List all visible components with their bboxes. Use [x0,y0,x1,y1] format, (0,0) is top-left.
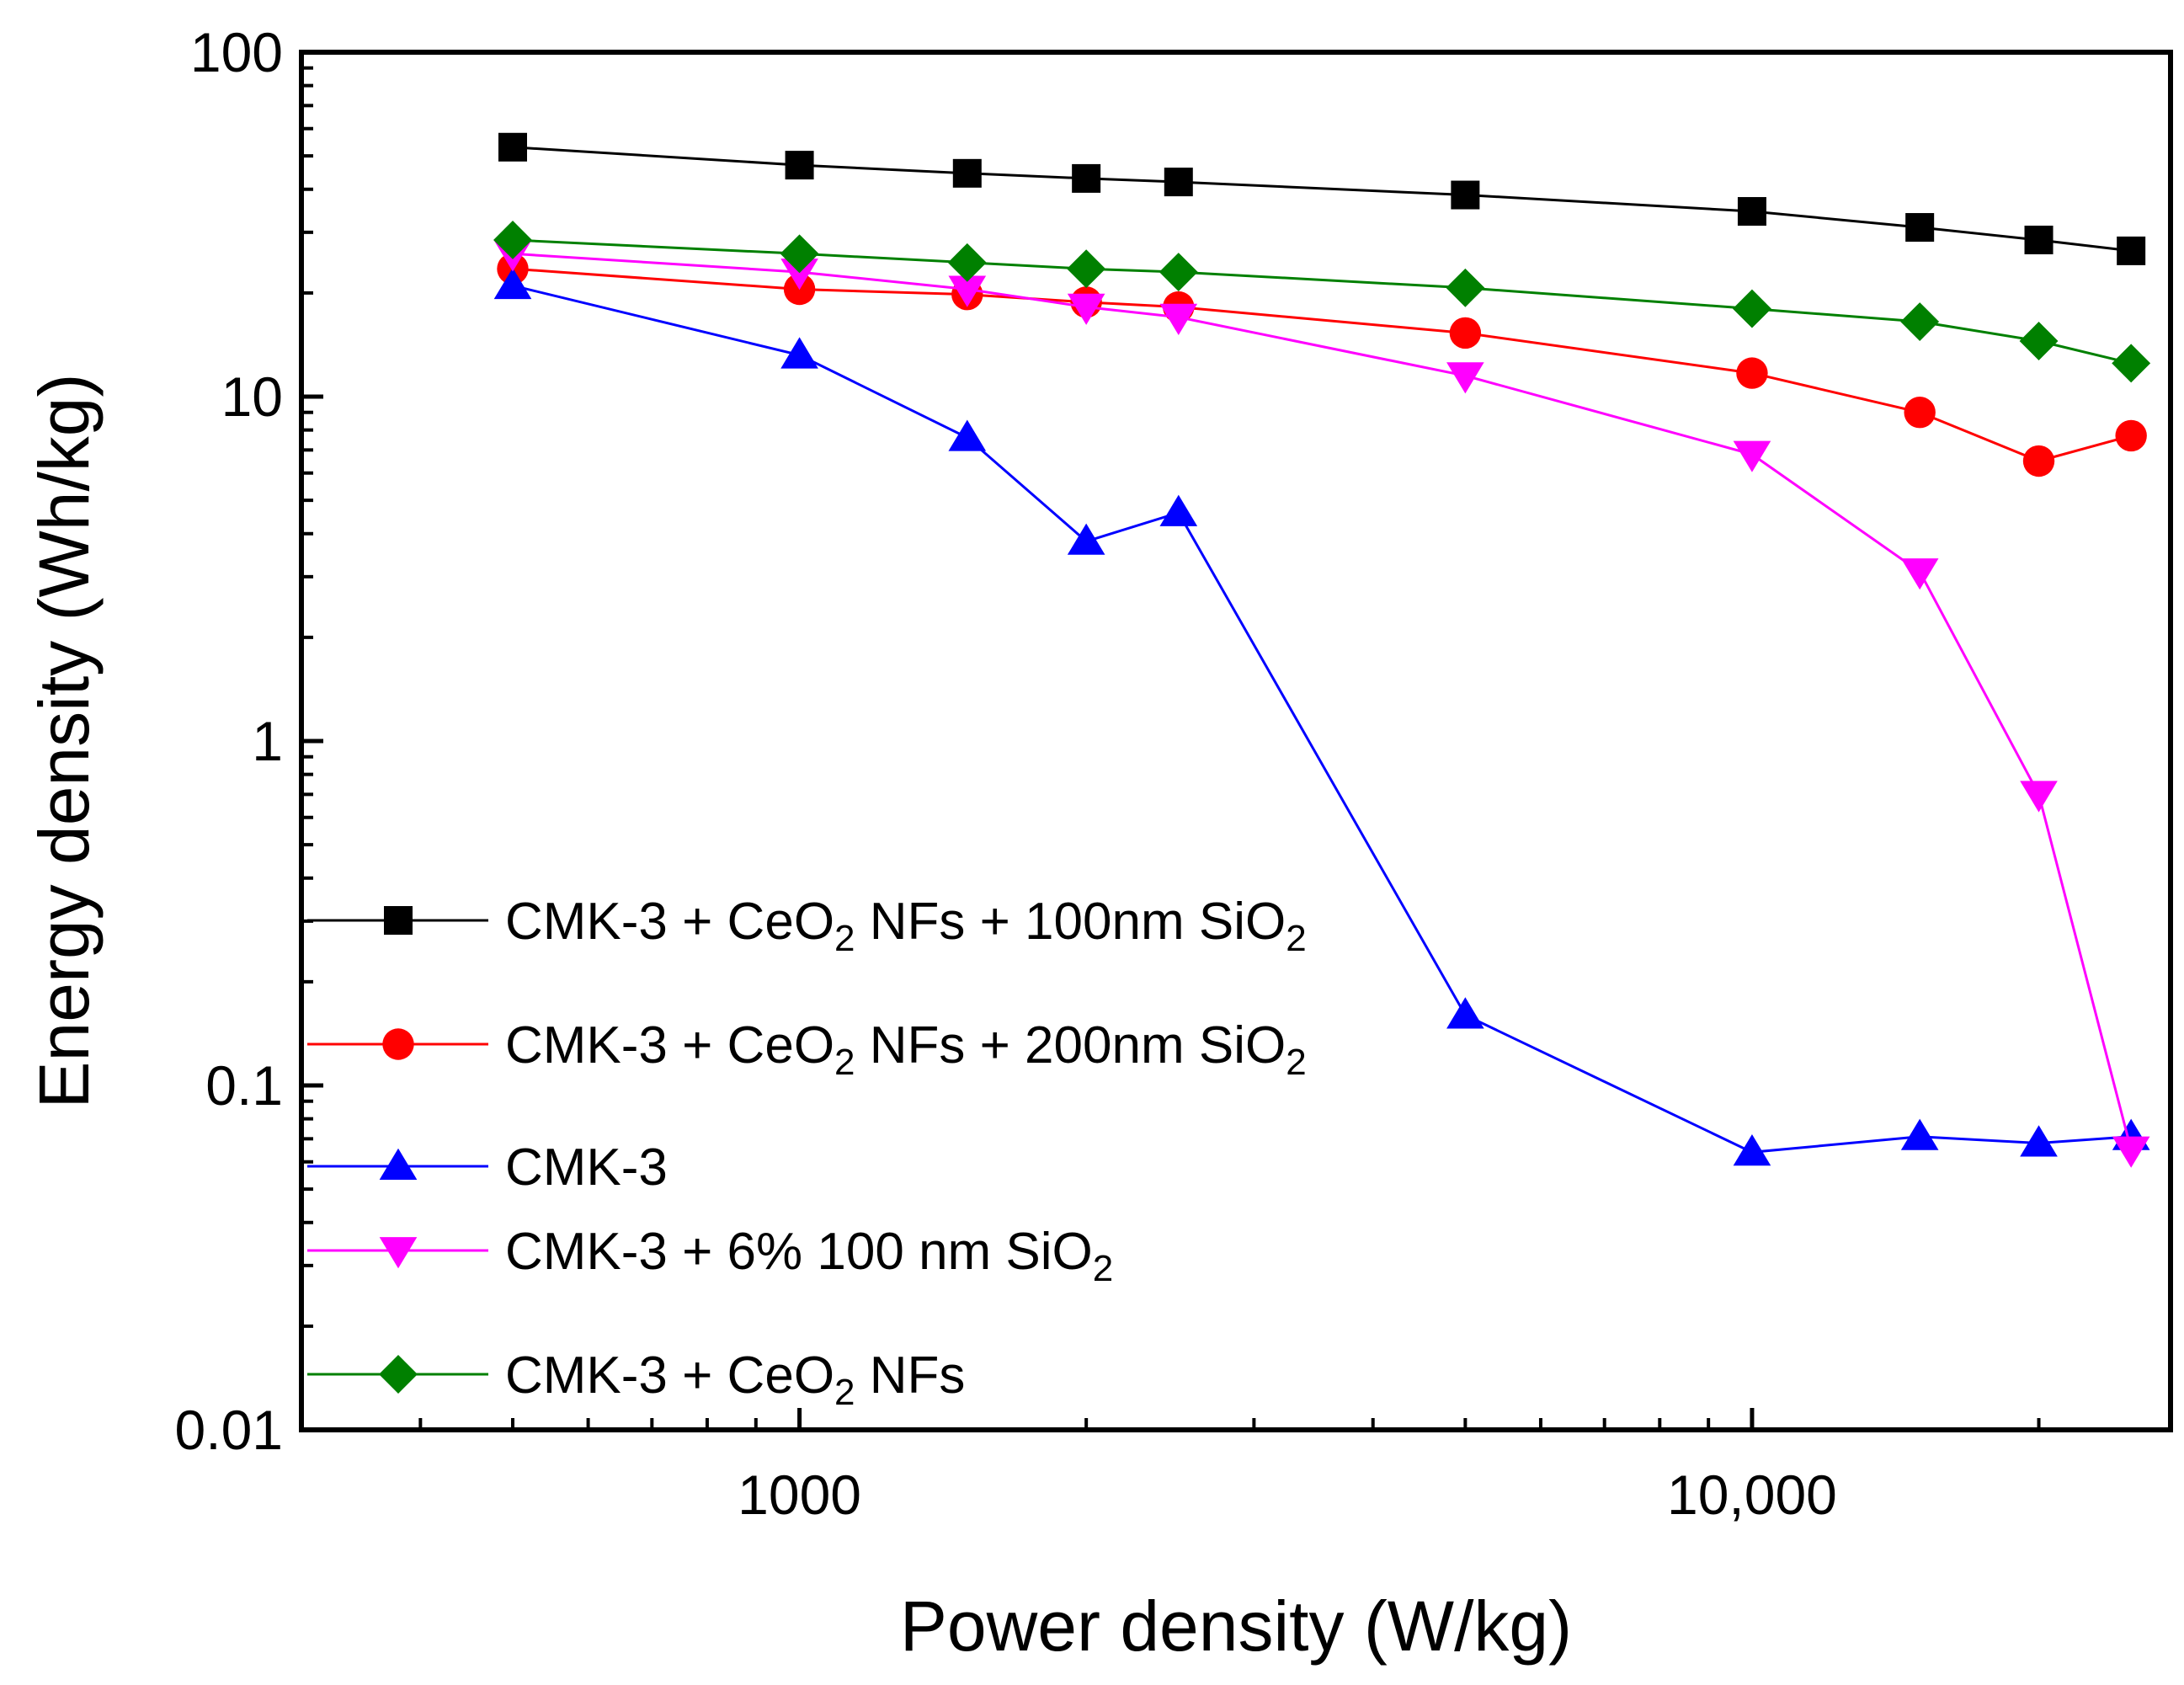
data-point [1067,293,1105,325]
data-point [1446,997,1484,1029]
legend-marker [384,906,413,935]
data-point [1164,168,1193,197]
legend-subscript: 2 [834,1372,855,1413]
legend-text-part: CMK-3 + CeO [505,893,834,951]
data-point [1159,494,1198,526]
legend-entry: CMK-3 + CeO2 NFs + 100nm SiO2 [307,893,1307,959]
data-point [1904,397,1936,429]
data-point [1736,357,1768,389]
data-point [2020,1125,2058,1157]
data-point [1900,558,1939,590]
legend-text-part: CMK-3 + CeO [505,1346,834,1405]
legend-label: CMK-3 [505,1138,668,1197]
series-line [512,267,2132,463]
series-line [512,238,2132,365]
data-point [2112,1136,2150,1168]
data-point [498,132,527,162]
x-axis-title: Power density (W/kg) [900,1586,1572,1666]
y-tick-label: 10 [221,365,283,428]
legend-marker [379,1355,418,1394]
data-point [1446,362,1484,394]
data-point [1159,253,1198,292]
data-point [948,275,987,307]
plot-series [493,132,2151,1168]
data-point [2020,781,2058,813]
legend-label: CMK-3 + CeO2 NFs + 100nm SiO2 [505,893,1307,959]
x-tick-label: 1000 [738,1464,861,1526]
y-tick-label: 0.1 [205,1054,283,1117]
data-point [2022,445,2055,477]
data-point [1737,197,1766,227]
data-point [1732,289,1771,328]
series-line [512,252,2133,1150]
legend-text-part: CMK-3 + CeO [505,1016,834,1074]
legend-subscript: 2 [834,918,855,959]
legend-text-part: NFs + 200nm SiO [855,1016,1286,1074]
data-point [1067,249,1106,289]
data-point [2115,419,2147,452]
legend-text-part: NFs [855,1346,966,1405]
series-1 [498,132,2146,265]
legend-text-part: CMK-3 [505,1138,668,1197]
series-5 [493,221,2151,383]
legend-marker [382,1028,414,1060]
legend-entry: CMK-3 + CeO2 NFs [307,1346,965,1413]
data-point [952,158,982,188]
series-line [512,284,2132,1154]
legend-text-part: CMK-3 + 6% 100 nm SiO [505,1223,1093,1281]
legend-label: CMK-3 + CeO2 NFs [505,1346,965,1413]
y-axis-title: Energy density (Wh/kg) [24,374,104,1109]
y-tick-label: 1 [252,710,283,772]
x-tick-label: 10,000 [1667,1464,1837,1526]
data-point [1446,268,1485,307]
data-point [1900,1118,1939,1150]
legend-subscript: 2 [1093,1248,1113,1289]
y-tick-label: 100 [190,21,283,83]
axes: 100 10 1 0.1 0.01 1000 10,000 [175,21,2173,1526]
data-point [948,419,987,451]
data-point [2117,236,2146,265]
data-point [1733,1134,1771,1166]
data-point [493,221,532,259]
legend-subscript: 2 [1286,918,1306,959]
data-point [1067,523,1105,555]
data-point [780,234,819,274]
data-point [785,151,814,180]
data-point [2112,344,2151,383]
data-point [1159,303,1198,335]
data-point [1449,317,1482,349]
data-point [2024,225,2053,254]
legend-entry: CMK-3 [307,1138,668,1197]
legend-marker [379,1148,418,1180]
data-point [1900,302,1940,341]
legend-entry: CMK-3 + 6% 100 nm SiO2 [307,1223,1113,1289]
data-point [2019,322,2059,360]
series-3 [493,267,2150,1166]
series-4 [493,240,2150,1168]
legend-label: CMK-3 + 6% 100 nm SiO2 [505,1223,1113,1289]
data-point [1451,180,1480,210]
data-point [1072,163,1101,193]
data-point [1733,440,1771,472]
series-line [512,146,2132,253]
legend-marker [379,1237,418,1269]
legend-subscript: 2 [1286,1042,1306,1083]
y-tick-label: 0.01 [175,1399,283,1461]
data-point [1905,213,1935,243]
data-point [780,337,818,369]
data-point [780,259,818,291]
legend-subscript: 2 [834,1042,855,1083]
legend-label: CMK-3 + CeO2 NFs + 200nm SiO2 [505,1016,1307,1083]
legend-entry: CMK-3 + CeO2 NFs + 200nm SiO2 [307,1016,1307,1083]
legend-text-part: NFs + 100nm SiO [855,893,1286,951]
data-point [493,267,532,300]
data-point [947,243,987,282]
